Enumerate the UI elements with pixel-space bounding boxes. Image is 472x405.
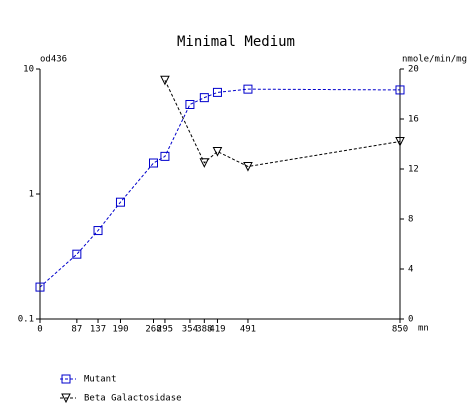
x-tick-label: 491 [240,325,256,335]
marker [212,147,223,157]
marker [395,137,405,147]
y2-axis-label: nmole/min/mg [402,55,467,65]
x-tick-label: 419 [209,325,225,335]
y2-tick-label: 8 [408,215,413,225]
y-axis-label: od436 [40,55,67,65]
y2-tick-label: 12 [408,165,419,175]
chart-title: Minimal Medium [177,34,295,50]
marker [212,87,222,97]
marker [243,162,253,172]
marker [395,85,405,95]
y-tick-label: 10 [23,65,34,75]
y2-tick-label: 16 [408,115,419,125]
marker [243,84,253,94]
x-tick-label: 87 [71,325,82,335]
marker [185,99,195,109]
marker [160,75,170,86]
y-tick-label: 0.1 [18,315,34,325]
marker [199,93,209,103]
x-tick-label: 190 [112,325,128,335]
marker [93,226,103,236]
x-axis-label: mn [418,324,429,334]
marker [72,249,82,259]
x-tick-label: 354 [182,325,198,335]
x-tick-label: 0 [37,325,42,335]
marker [115,197,125,207]
legend-label: Mutant [84,375,117,385]
marker [35,282,45,292]
y2-tick-label: 20 [408,65,419,75]
legend-label: Beta Galactosidase [84,394,182,404]
legend-marker [61,374,71,384]
x-tick-label: 137 [90,325,106,335]
x-tick-label: 268 [145,325,161,335]
series-line [39,88,401,288]
x-tick-label: 295 [157,325,173,335]
series-line [164,80,401,168]
x-tick-label: 850 [392,325,408,335]
y2-tick-label: 0 [408,315,413,325]
legend-marker [61,393,71,404]
marker [199,158,210,168]
y2-tick-label: 4 [408,265,413,275]
marker [149,158,159,168]
x-tick-label: 388 [196,325,212,335]
marker [160,151,170,161]
y-tick-label: 1 [29,190,34,200]
